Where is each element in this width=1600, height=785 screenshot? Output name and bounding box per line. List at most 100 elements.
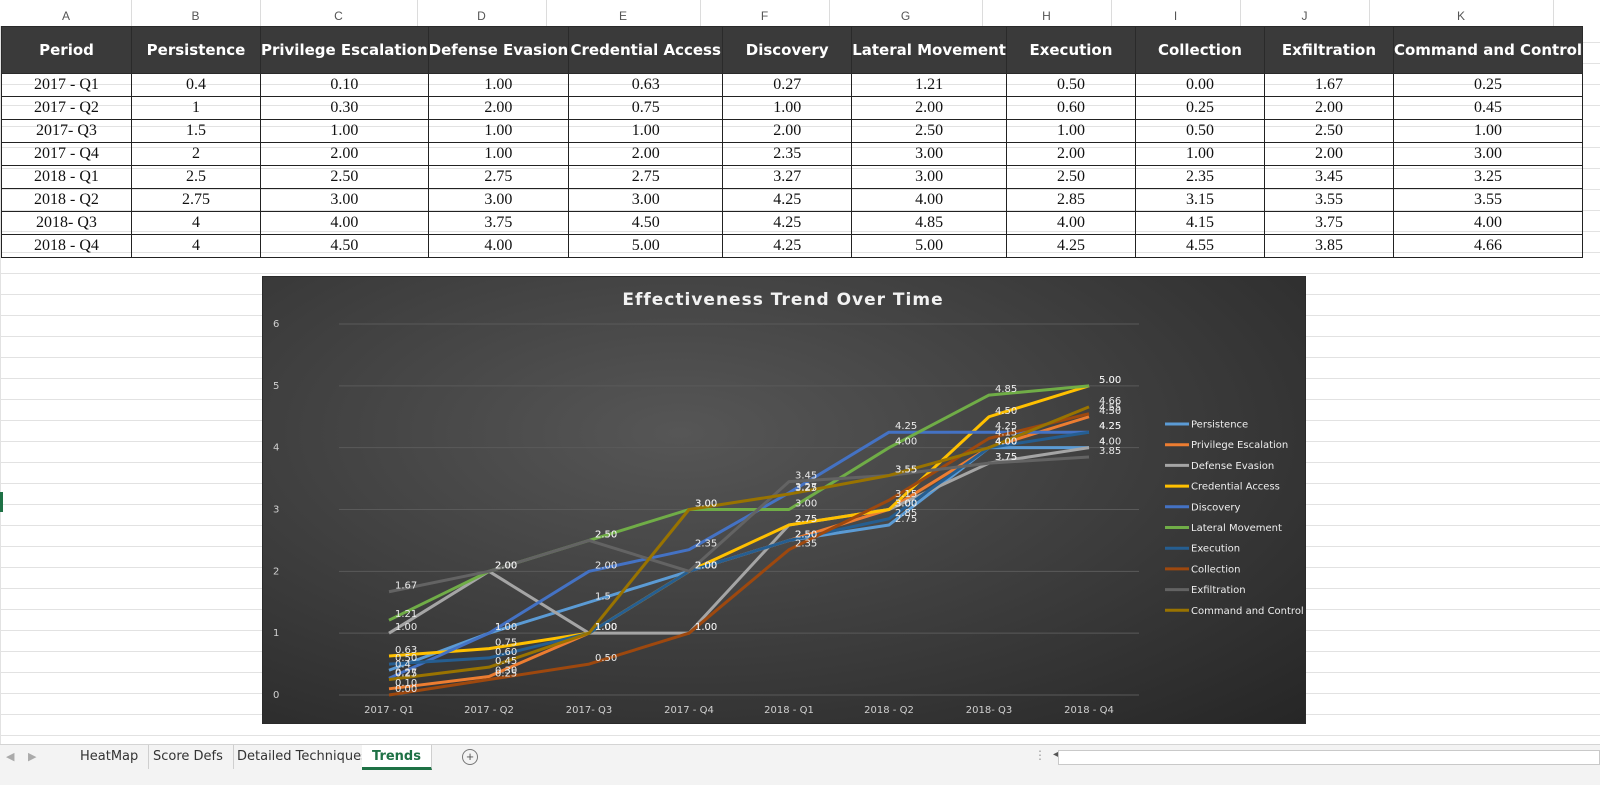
column-header-cell[interactable]: Collection xyxy=(1134,26,1265,74)
table-cell[interactable]: 5.00 xyxy=(851,234,1007,258)
table-cell[interactable]: 2018 - Q1 xyxy=(1,165,132,189)
table-cell[interactable]: 1.00 xyxy=(1134,142,1265,166)
table-cell[interactable]: 3.00 xyxy=(260,188,429,212)
table-cell[interactable]: 0.10 xyxy=(260,73,429,97)
table-cell[interactable]: 2017 - Q1 xyxy=(1,73,132,97)
column-letter[interactable]: G xyxy=(829,0,983,26)
horizontal-scrollbar[interactable] xyxy=(1058,750,1600,765)
sheet-tab[interactable]: HeatMap xyxy=(70,745,150,769)
table-cell[interactable]: 4.15 xyxy=(1134,211,1265,235)
table-cell[interactable]: 0.60 xyxy=(1005,96,1136,120)
table-cell[interactable]: 0.25 xyxy=(1392,73,1584,97)
table-cell[interactable]: 1.00 xyxy=(568,119,724,143)
series-line[interactable] xyxy=(388,446,1090,635)
table-cell[interactable]: 2.50 xyxy=(851,119,1007,143)
table-cell[interactable]: 4.25 xyxy=(722,211,853,235)
table-cell[interactable]: 0.25 xyxy=(1134,96,1265,120)
table-cell[interactable]: 2.00 xyxy=(722,119,853,143)
table-cell[interactable]: 4.25 xyxy=(1005,234,1136,258)
sheet-tab[interactable]: Detailed Techniques xyxy=(227,745,379,769)
column-letter[interactable]: K xyxy=(1369,0,1554,26)
column-letter[interactable]: F xyxy=(700,0,830,26)
table-cell[interactable]: 2.00 xyxy=(851,96,1007,120)
table-cell[interactable]: 4.50 xyxy=(260,234,429,258)
table-cell[interactable]: 3.27 xyxy=(722,165,853,189)
column-letter[interactable]: C xyxy=(260,0,418,26)
column-letter[interactable]: A xyxy=(1,0,132,26)
table-cell[interactable]: 2.00 xyxy=(260,142,429,166)
column-header-cell[interactable]: Discovery xyxy=(722,26,853,74)
table-cell[interactable]: 0.27 xyxy=(722,73,853,97)
column-header-cell[interactable]: Period xyxy=(1,26,132,74)
sheet-tab[interactable]: Score Defs xyxy=(143,745,234,769)
table-cell[interactable]: 0.50 xyxy=(1005,73,1136,97)
table-cell[interactable]: 3.75 xyxy=(427,211,570,235)
column-header-cell[interactable]: Privilege Escalation xyxy=(260,26,429,74)
table-cell[interactable]: 4.25 xyxy=(722,188,853,212)
series-line[interactable] xyxy=(388,430,1089,680)
table-cell[interactable]: 4.85 xyxy=(851,211,1007,235)
table-cell[interactable]: 2017- Q3 xyxy=(1,119,132,143)
legend-entry[interactable]: Collection xyxy=(1191,564,1240,575)
legend-entry[interactable]: Defense Evasion xyxy=(1191,461,1274,472)
table-cell[interactable]: 1.00 xyxy=(1392,119,1584,143)
table-cell[interactable]: 2.00 xyxy=(1263,142,1394,166)
table-cell[interactable]: 2.75 xyxy=(131,188,261,212)
add-sheet-button[interactable]: + xyxy=(462,749,478,765)
table-cell[interactable]: 4.25 xyxy=(722,234,853,258)
table-cell[interactable]: 2018 - Q4 xyxy=(1,234,132,258)
column-letter[interactable]: D xyxy=(417,0,547,26)
table-cell[interactable]: 4 xyxy=(131,211,261,235)
table-cell[interactable]: 2.00 xyxy=(568,142,724,166)
sheet-tab[interactable]: Trends xyxy=(362,745,432,770)
table-cell[interactable]: 4.00 xyxy=(260,211,429,235)
table-cell[interactable]: 3.85 xyxy=(1263,234,1394,258)
series-line[interactable] xyxy=(388,430,1090,666)
table-cell[interactable]: 1.67 xyxy=(1263,73,1394,97)
legend-entry[interactable]: Command and Control xyxy=(1191,606,1304,617)
legend-entry[interactable]: Credential Access xyxy=(1191,482,1280,493)
table-cell[interactable]: 2017 - Q2 xyxy=(1,96,132,120)
table-cell[interactable]: 2018 - Q2 xyxy=(1,188,132,212)
table-cell[interactable]: 4.00 xyxy=(427,234,570,258)
table-cell[interactable]: 1.00 xyxy=(722,96,853,120)
table-cell[interactable]: 2.50 xyxy=(1263,119,1394,143)
table-cell[interactable]: 3.25 xyxy=(1392,165,1584,189)
table-cell[interactable]: 3.00 xyxy=(427,188,570,212)
legend-entry[interactable]: Privilege Escalation xyxy=(1191,440,1288,451)
table-cell[interactable]: 2.00 xyxy=(1263,96,1394,120)
column-header-cell[interactable]: Command and Control xyxy=(1392,26,1584,74)
table-cell[interactable]: 2 xyxy=(131,142,261,166)
table-cell[interactable]: 0.63 xyxy=(568,73,724,97)
table-cell[interactable]: 2.50 xyxy=(1005,165,1136,189)
scroll-right-icon[interactable]: ▶ xyxy=(28,751,37,763)
table-cell[interactable]: 2.00 xyxy=(427,96,570,120)
column-letter[interactable]: I xyxy=(1111,0,1241,26)
legend-entry[interactable]: Persistence xyxy=(1191,420,1248,431)
column-letter[interactable]: B xyxy=(131,0,261,26)
table-cell[interactable]: 4.55 xyxy=(1134,234,1265,258)
table-cell[interactable]: 1.00 xyxy=(427,119,570,143)
table-cell[interactable]: 4.66 xyxy=(1392,234,1584,258)
table-cell[interactable]: 1 xyxy=(131,96,261,120)
table-cell[interactable]: 1.00 xyxy=(427,73,570,97)
column-header-cell[interactable]: Exfiltration xyxy=(1263,26,1394,74)
table-cell[interactable]: 2.75 xyxy=(427,165,570,189)
column-letter[interactable]: H xyxy=(982,0,1112,26)
table-cell[interactable]: 3.00 xyxy=(568,188,724,212)
legend-entry[interactable]: Execution xyxy=(1191,544,1240,555)
table-cell[interactable]: 0.30 xyxy=(260,96,429,120)
table-cell[interactable]: 2.5 xyxy=(131,165,261,189)
table-cell[interactable]: 4.00 xyxy=(851,188,1007,212)
table-cell[interactable]: 3.45 xyxy=(1263,165,1394,189)
table-cell[interactable]: 1.5 xyxy=(131,119,261,143)
table-cell[interactable]: 2.85 xyxy=(1005,188,1136,212)
table-cell[interactable]: 4.50 xyxy=(568,211,724,235)
legend-entry[interactable]: Exfiltration xyxy=(1191,585,1246,596)
more-options-icon[interactable]: ⋮ xyxy=(1034,748,1046,762)
table-cell[interactable]: 1.00 xyxy=(260,119,429,143)
table-cell[interactable]: 2.00 xyxy=(1005,142,1136,166)
table-cell[interactable]: 0.4 xyxy=(131,73,261,97)
column-header-cell[interactable]: Execution xyxy=(1005,26,1136,74)
